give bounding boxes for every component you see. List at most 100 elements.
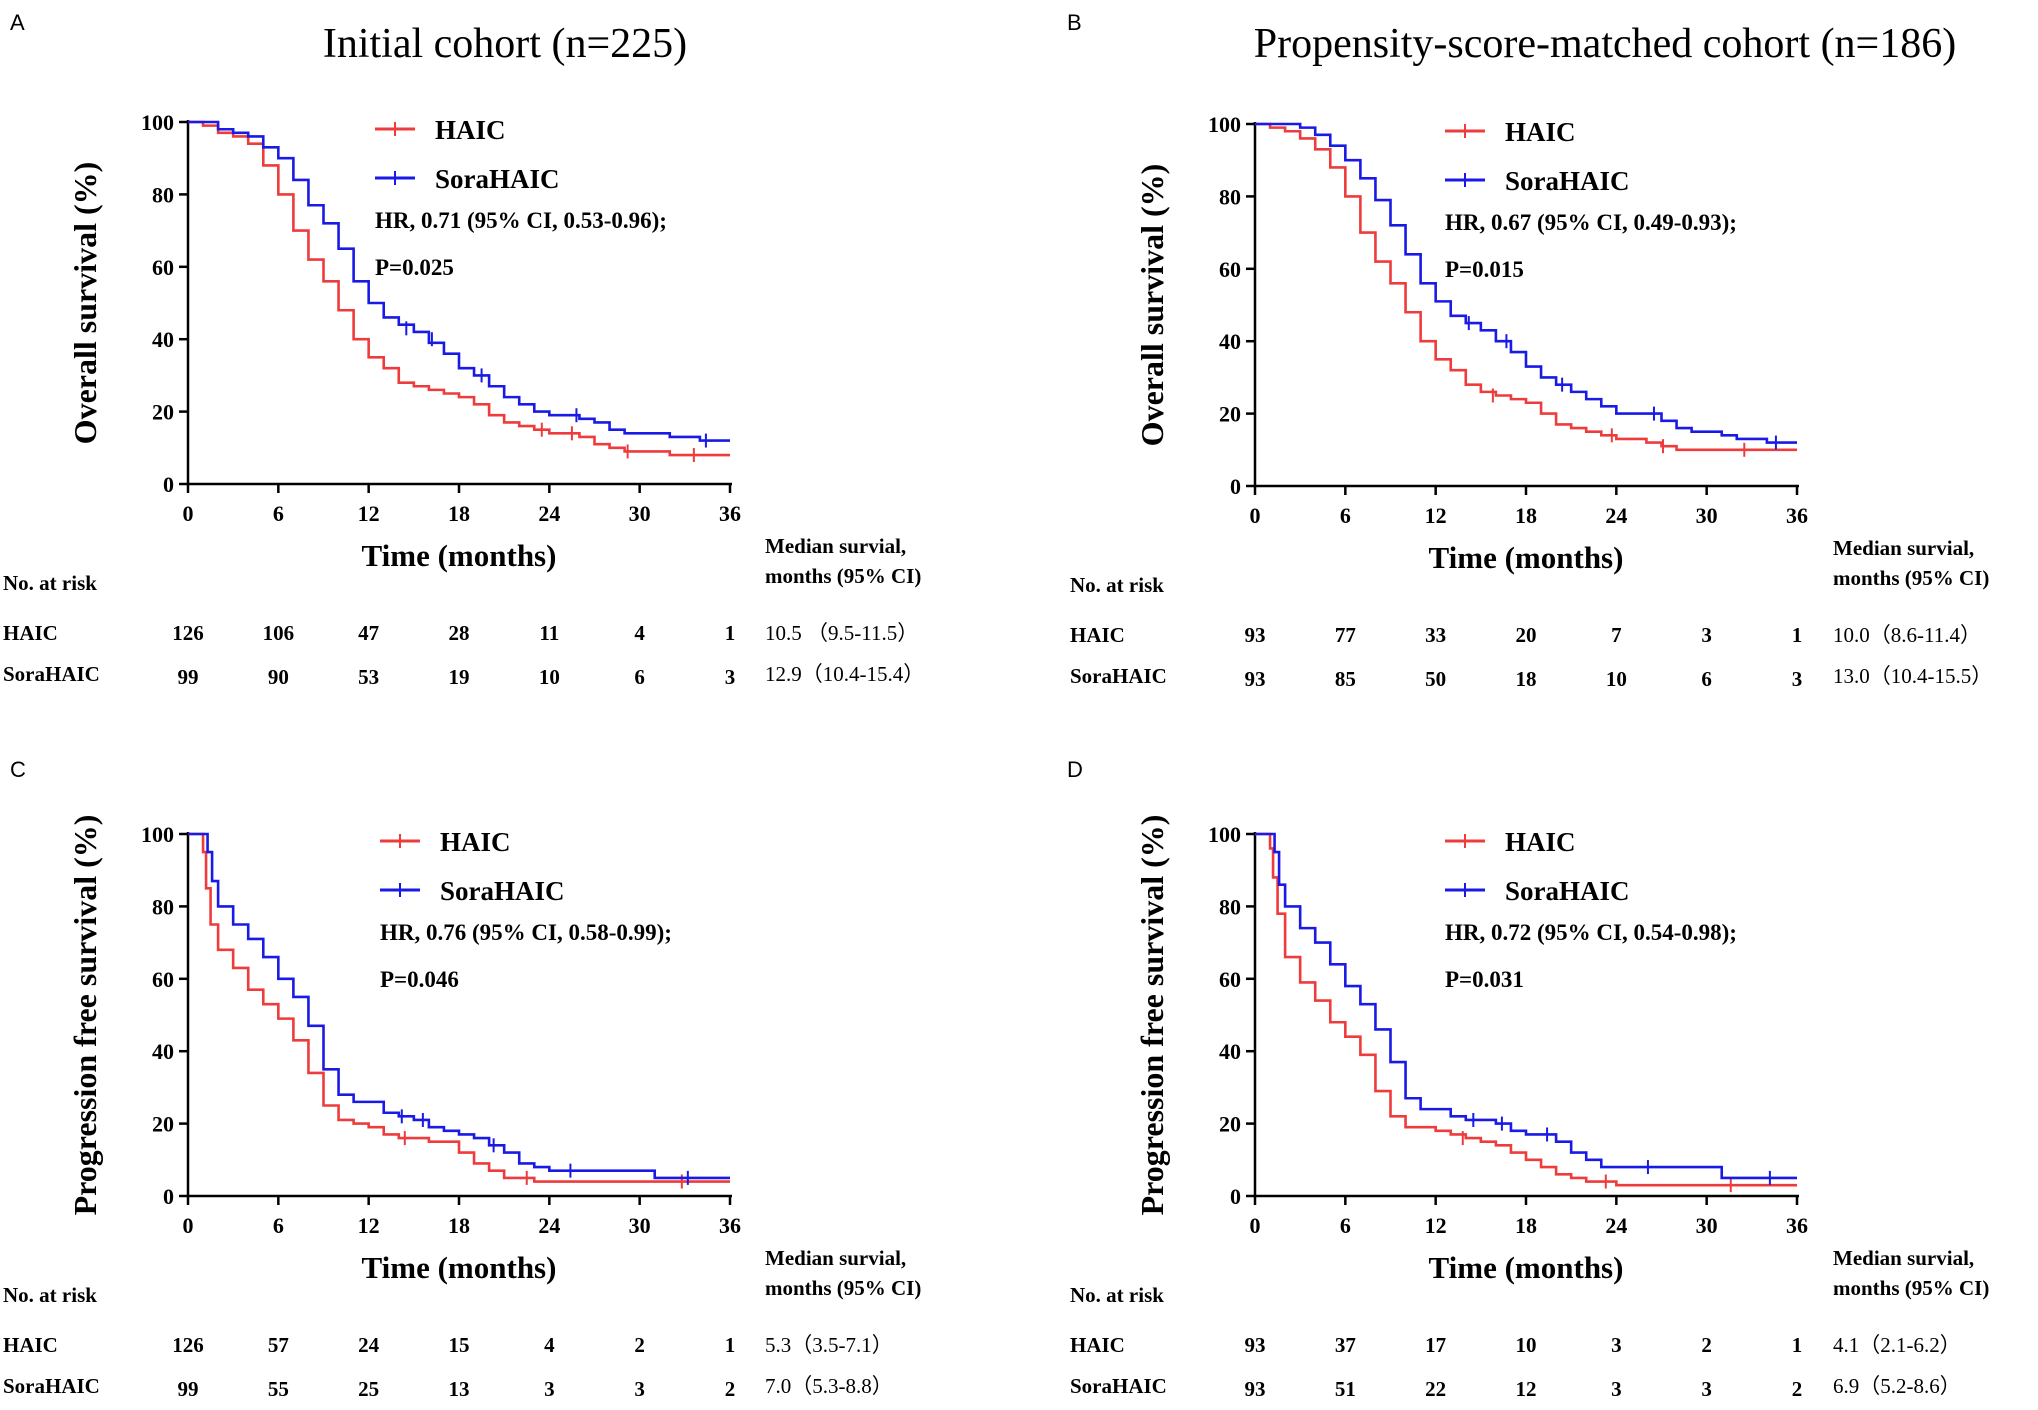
y-tick-label: 60 bbox=[1219, 257, 1241, 282]
risk-value: 99 bbox=[178, 665, 199, 689]
risk-value: 1 bbox=[1792, 623, 1803, 647]
median-value: 4.1（2.1-6.2） bbox=[1833, 1333, 1961, 1357]
x-tick-label: 12 bbox=[1425, 503, 1447, 528]
x-tick-label: 30 bbox=[629, 1213, 651, 1238]
legend-label: SoraHAIC bbox=[435, 164, 560, 194]
median-header: Median survial, bbox=[765, 1246, 906, 1270]
panel-title: Initial cohort (n=225) bbox=[323, 21, 687, 67]
risk-value: 57 bbox=[268, 1333, 289, 1357]
risk-value: 126 bbox=[172, 1333, 204, 1357]
x-tick-label: 30 bbox=[1696, 503, 1718, 528]
x-axis-label: Time (months) bbox=[1429, 540, 1624, 575]
risk-value: 28 bbox=[449, 621, 470, 645]
risk-value: 53 bbox=[358, 665, 379, 689]
series-line-haic bbox=[1255, 122, 1797, 452]
risk-value: 20 bbox=[1516, 623, 1537, 647]
x-tick-label: 36 bbox=[1786, 503, 1808, 528]
panel-a: A Initial cohort (n=225) 0 20 40 60 80 100 0 6 12 1… bbox=[3, 10, 924, 689]
legend-label: HAIC bbox=[440, 827, 511, 857]
legend-label: SoraHAIC bbox=[1505, 876, 1630, 906]
risk-value: 10 bbox=[539, 665, 560, 689]
risk-row-label: SoraHAIC bbox=[3, 662, 100, 686]
risk-value: 1 bbox=[725, 1333, 736, 1357]
risk-row-label: SoraHAIC bbox=[1070, 664, 1167, 688]
risk-value: 4 bbox=[634, 621, 645, 645]
x-tick-label: 18 bbox=[448, 501, 470, 526]
risk-value: 17 bbox=[1425, 1333, 1446, 1357]
series-line-sorahaic bbox=[1255, 832, 1797, 1180]
x-tick-label: 6 bbox=[1340, 503, 1351, 528]
risk-row-label: HAIC bbox=[3, 621, 58, 645]
risk-row-label: SoraHAIC bbox=[3, 1374, 100, 1398]
hazard-ratio: HR, 0.67 (95% CI, 0.49-0.93); bbox=[1445, 210, 1737, 235]
y-tick-label: 60 bbox=[1219, 967, 1241, 992]
risk-value: 6 bbox=[1701, 667, 1712, 691]
x-axis-label: Time (months) bbox=[1429, 1250, 1624, 1285]
risk-value: 1 bbox=[725, 621, 736, 645]
risk-value: 2 bbox=[725, 1377, 736, 1401]
risk-value: 126 bbox=[172, 621, 204, 645]
median-value: 10.5 （9.5-11.5） bbox=[765, 621, 918, 645]
legend-label: HAIC bbox=[1505, 117, 1576, 147]
x-tick-label: 36 bbox=[719, 1213, 741, 1238]
median-header: Median survial, bbox=[765, 534, 906, 558]
x-tick-label: 24 bbox=[538, 501, 560, 526]
risk-value: 50 bbox=[1425, 667, 1446, 691]
median-value: 6.9（5.2-8.6） bbox=[1833, 1374, 1961, 1398]
panel-title: Propensity-score-matched cohort (n=186) bbox=[1254, 21, 1956, 67]
y-tick-label: 100 bbox=[141, 110, 174, 135]
risk-value: 85 bbox=[1335, 667, 1356, 691]
median-value: 13.0（10.4-15.5） bbox=[1833, 664, 1992, 688]
median-header: months (95% CI) bbox=[765, 1276, 921, 1300]
series-line-haic bbox=[1255, 832, 1797, 1187]
x-tick-label: 24 bbox=[538, 1213, 560, 1238]
median-header: months (95% CI) bbox=[1833, 1276, 1989, 1300]
median-value: 10.0（8.6-11.4） bbox=[1833, 623, 1981, 647]
y-tick-label: 0 bbox=[163, 1184, 174, 1209]
y-tick-label: 80 bbox=[152, 182, 174, 207]
risk-value: 37 bbox=[1335, 1333, 1356, 1357]
x-tick-label: 6 bbox=[1340, 1213, 1351, 1238]
risk-header: No. at risk bbox=[1070, 1283, 1164, 1307]
risk-value: 3 bbox=[725, 665, 736, 689]
risk-value: 18 bbox=[1516, 667, 1537, 691]
legend-label: HAIC bbox=[1505, 827, 1576, 857]
median-value: 12.9（10.4-15.4） bbox=[765, 662, 924, 686]
y-tick-label: 80 bbox=[152, 894, 174, 919]
x-tick-label: 18 bbox=[1515, 1213, 1537, 1238]
x-tick-label: 12 bbox=[358, 1213, 380, 1238]
x-tick-label: 36 bbox=[1786, 1213, 1808, 1238]
y-axis-label: Progression free survival (%) bbox=[67, 815, 103, 1216]
x-tick-label: 36 bbox=[719, 501, 741, 526]
median-value: 5.3（3.5-7.1） bbox=[765, 1333, 893, 1357]
x-tick-label: 0 bbox=[183, 1213, 194, 1238]
p-value: P=0.025 bbox=[375, 255, 454, 280]
x-tick-label: 6 bbox=[273, 501, 284, 526]
y-tick-label: 0 bbox=[1230, 1184, 1241, 1209]
x-tick-label: 0 bbox=[183, 501, 194, 526]
risk-value: 93 bbox=[1245, 1377, 1266, 1401]
y-tick-label: 80 bbox=[1219, 894, 1241, 919]
y-axis-label: Overall survival (%) bbox=[1134, 164, 1170, 447]
risk-value: 7 bbox=[1611, 623, 1622, 647]
risk-value: 3 bbox=[1701, 1377, 1712, 1401]
risk-value: 19 bbox=[449, 665, 470, 689]
p-value: P=0.015 bbox=[1445, 257, 1524, 282]
risk-value: 6 bbox=[634, 665, 645, 689]
panel-letter: A bbox=[10, 10, 25, 35]
series-line-haic bbox=[188, 120, 730, 457]
x-tick-label: 0 bbox=[1250, 503, 1261, 528]
median-header: months (95% CI) bbox=[1833, 566, 1989, 590]
series-line-sorahaic bbox=[188, 832, 730, 1180]
panel-letter: B bbox=[1067, 10, 1082, 35]
risk-value: 2 bbox=[1792, 1377, 1803, 1401]
y-tick-label: 40 bbox=[1219, 329, 1241, 354]
series-line-haic bbox=[188, 832, 730, 1183]
risk-value: 25 bbox=[358, 1377, 379, 1401]
risk-value: 47 bbox=[358, 621, 379, 645]
risk-value: 2 bbox=[634, 1333, 645, 1357]
risk-header: No. at risk bbox=[3, 1283, 97, 1307]
y-axis-label: Overall survival (%) bbox=[67, 162, 103, 445]
x-axis-label: Time (months) bbox=[362, 1250, 557, 1285]
